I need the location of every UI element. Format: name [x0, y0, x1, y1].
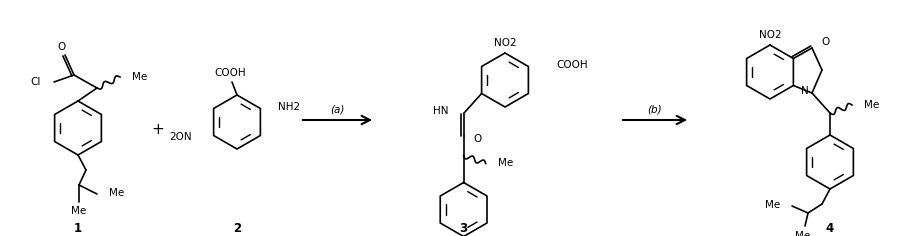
Text: 2ON: 2ON	[169, 132, 191, 143]
Text: Me: Me	[109, 188, 124, 198]
Text: NH2: NH2	[278, 101, 300, 111]
Text: COOH: COOH	[214, 68, 246, 78]
Text: Me: Me	[765, 200, 780, 210]
Text: (a): (a)	[329, 104, 344, 114]
Text: Me: Me	[71, 206, 87, 216]
Text: HN: HN	[433, 106, 448, 117]
Text: 1: 1	[74, 222, 82, 235]
Text: Me: Me	[132, 72, 147, 82]
Text: O: O	[821, 37, 829, 47]
Text: Me: Me	[795, 231, 811, 236]
Text: COOH: COOH	[556, 59, 588, 69]
Text: Me: Me	[498, 159, 513, 169]
Text: Cl: Cl	[30, 77, 41, 87]
Text: NO2: NO2	[494, 38, 516, 48]
Text: O: O	[57, 42, 65, 52]
Text: +: +	[152, 122, 165, 138]
Text: 2: 2	[233, 222, 241, 235]
Text: 4: 4	[826, 222, 834, 235]
Text: O: O	[474, 135, 482, 144]
Text: (b): (b)	[648, 104, 662, 114]
Text: N: N	[802, 85, 809, 96]
Text: Me: Me	[864, 100, 879, 110]
Text: NO2: NO2	[759, 30, 781, 40]
Text: 3: 3	[459, 222, 468, 235]
